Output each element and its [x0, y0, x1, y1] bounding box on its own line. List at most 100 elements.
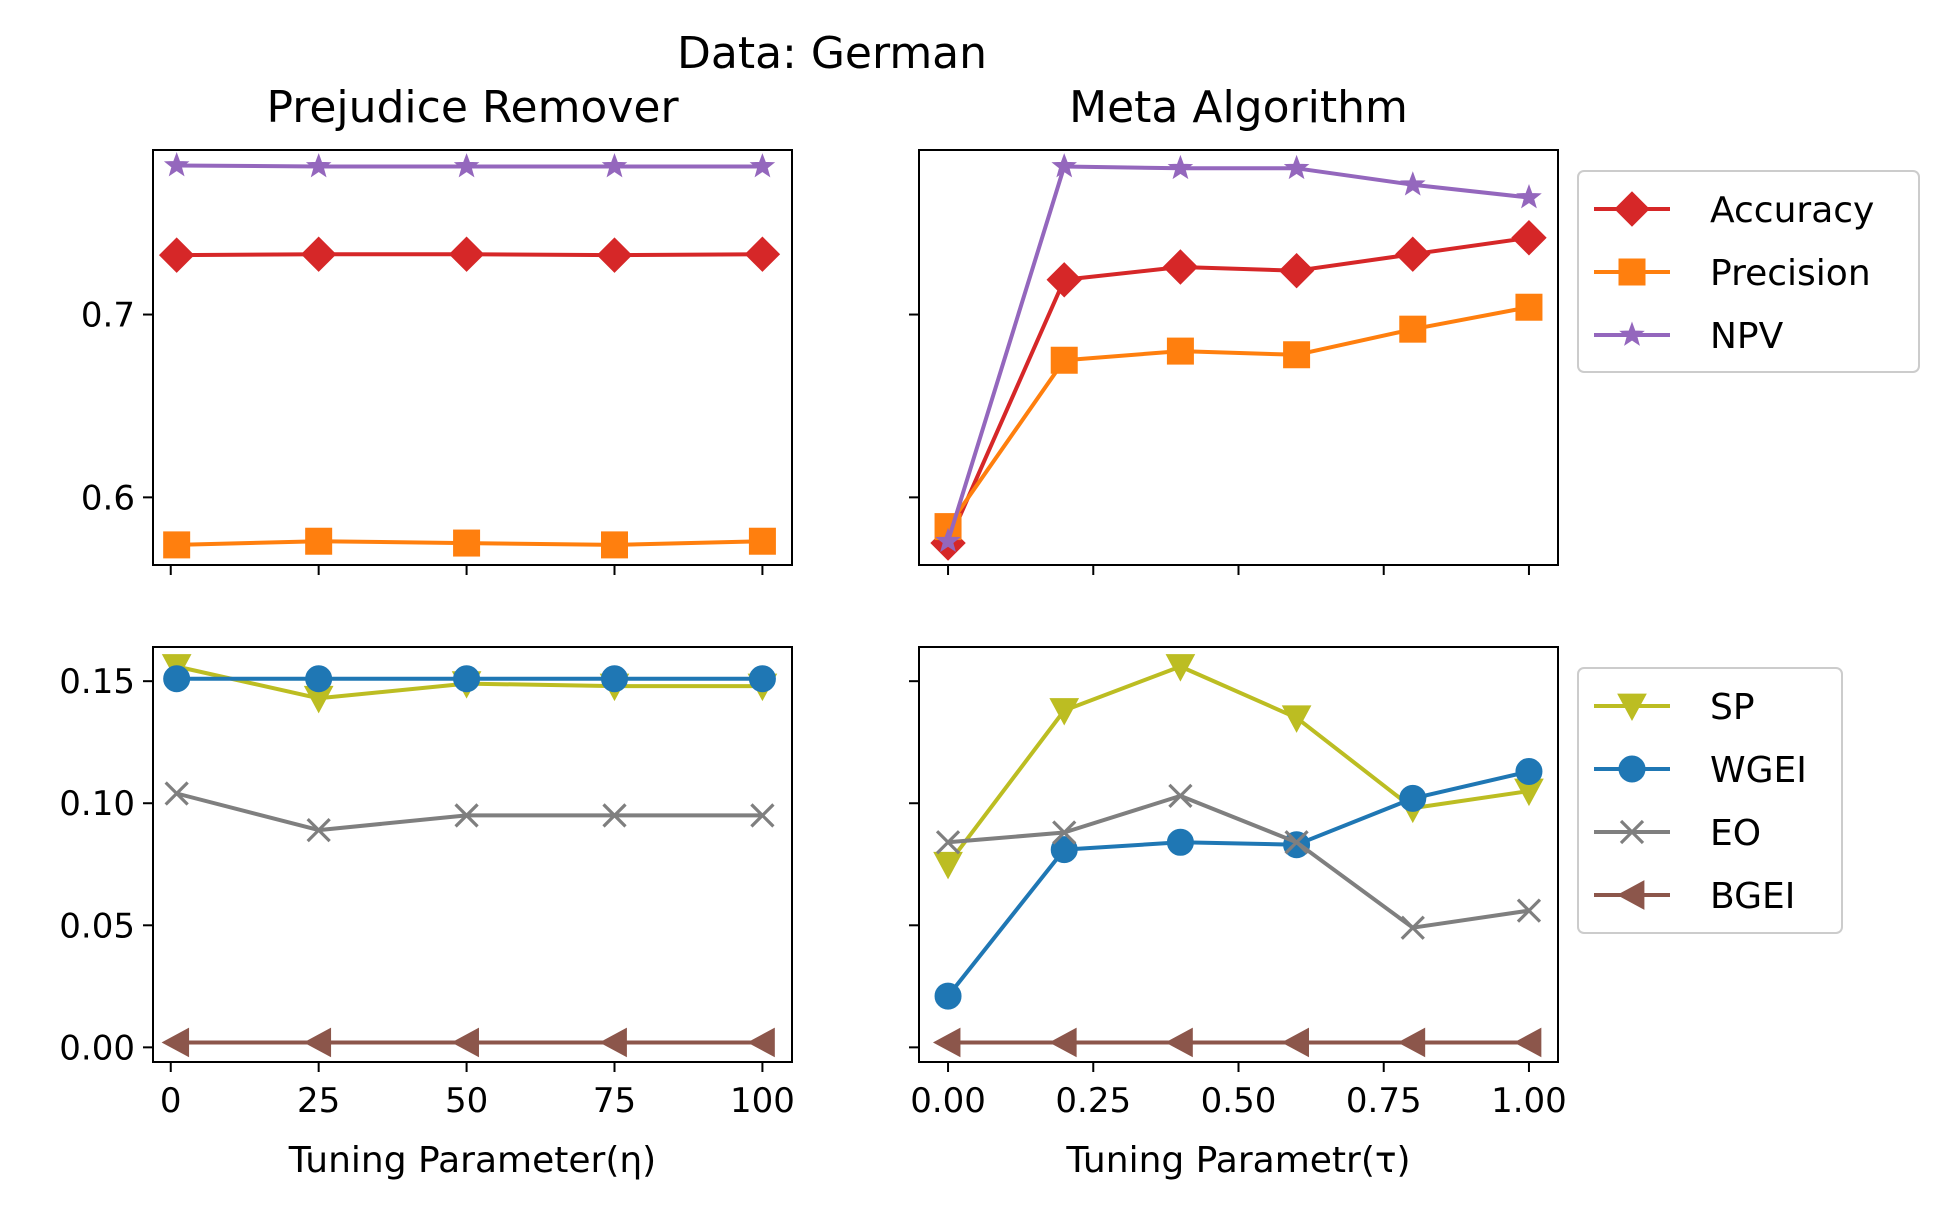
series-line-npv: [946, 164, 1530, 542]
data-point-accuracy: [1046, 262, 1082, 298]
legend: Accuracy Precision NPV: [1577, 170, 1920, 373]
y-tick-label: 0.15: [59, 662, 135, 702]
data-point-precision: [453, 529, 481, 557]
data-point-npv: [601, 153, 628, 178]
data-point-bgei: [599, 1027, 627, 1058]
legend-label: Accuracy: [1710, 190, 1874, 231]
data-point-wgei: [601, 665, 628, 693]
figure-suptitle: Data: German: [677, 28, 987, 79]
data-point-precision: [748, 527, 776, 555]
data-point-precision: [1283, 341, 1311, 369]
data-point-precision: [601, 531, 628, 559]
data-point-bgei: [1513, 1027, 1542, 1058]
data-point-accuracy: [744, 236, 781, 272]
x-tick-label: 100: [730, 1081, 795, 1121]
data-point-precision: [1166, 337, 1194, 365]
data-point-precision: [1399, 315, 1427, 343]
data-point-precision: [1515, 293, 1543, 321]
y-tick-label: 0.05: [59, 906, 135, 946]
series-line-wgei: [946, 769, 1530, 998]
data-point-accuracy: [300, 236, 337, 272]
legend-label: NPV: [1710, 316, 1784, 357]
data-point-eo: [1168, 783, 1193, 809]
data-point-accuracy: [1162, 249, 1199, 285]
data-point-eo: [1284, 830, 1309, 855]
data-point-sp: [1049, 698, 1080, 726]
series-line-precision: [946, 305, 1530, 528]
y-tick-label: 0.7: [81, 296, 135, 336]
x-tick-label: 0.25: [1055, 1081, 1131, 1121]
data-point-wgei: [453, 665, 481, 693]
series-npv: [163, 152, 776, 178]
axes-frame: [152, 149, 793, 566]
data-point-bgei: [451, 1027, 479, 1058]
series-precision: [163, 527, 776, 559]
data-point-bgei: [161, 1027, 190, 1058]
x-axis-label: Tuning Parameter(η): [288, 1140, 656, 1181]
series-wgei: [163, 665, 776, 693]
panel-title: Prejudice Remover: [266, 82, 679, 133]
data-point-bgei: [1049, 1027, 1077, 1058]
data-point-wgei: [1050, 836, 1078, 864]
data-point-precision: [163, 531, 191, 559]
data-point-bgei: [303, 1027, 332, 1058]
panel-bottom-left: 0 25 50 75 100 0.00 0.05 0.10 0.15 Tuning Paramet…: [59, 646, 795, 1181]
data-point-precision: [1050, 346, 1078, 374]
data-point-npv: [453, 153, 480, 178]
data-point-sp: [933, 851, 963, 880]
data-point-wgei: [1166, 828, 1194, 856]
legend-entry-sp: SP: [1594, 687, 1755, 728]
legend-label: Precision: [1710, 253, 1871, 294]
data-point-npv: [1516, 184, 1542, 209]
panel-top-right: Meta Algorithm Accuracy Precision NPV: [909, 82, 1920, 575]
data-point-eo: [1400, 915, 1425, 940]
data-point-accuracy: [1511, 220, 1547, 256]
data-point-eo: [750, 803, 775, 828]
data-point-npv: [163, 152, 190, 177]
panel-title: Meta Algorithm: [1069, 82, 1408, 133]
data-point-accuracy: [1278, 252, 1315, 289]
data-point-eo: [935, 830, 961, 855]
series-accuracy: [930, 220, 1547, 561]
data-point-bgei: [1397, 1027, 1426, 1058]
data-point-accuracy: [158, 237, 195, 273]
data-point-bgei: [1281, 1027, 1309, 1058]
panel-top-left: Prejudice Remover 0.6 0.7: [81, 82, 793, 575]
x-tick-label: 1.00: [1491, 1081, 1567, 1121]
series-line-sp: [946, 664, 1530, 866]
legend-entry-eo: EO: [1594, 813, 1761, 854]
series-line-accuracy: [946, 235, 1530, 544]
x-tick-label: 75: [593, 1081, 636, 1121]
data-point-wgei: [1399, 784, 1427, 812]
data-point-eo: [602, 803, 627, 828]
legend-label: WGEI: [1710, 750, 1807, 791]
x-tick-label: 0: [160, 1081, 182, 1121]
data-point-wgei: [305, 665, 333, 693]
legend-entry-wgei: WGEI: [1594, 750, 1807, 791]
y-tick-label: 0.6: [81, 478, 135, 518]
data-point-bgei: [747, 1027, 775, 1058]
series-bgei: [161, 1027, 775, 1058]
data-point-eo: [1052, 820, 1077, 845]
data-point-sp: [1281, 705, 1312, 733]
axes-frame: [918, 149, 1559, 566]
legend-marker: [1619, 321, 1645, 346]
y-tick-label: 0.00: [59, 1028, 135, 1068]
x-tick-label: 0.50: [1201, 1081, 1277, 1121]
data-point-bgei: [1165, 1027, 1193, 1058]
data-point-eo: [1516, 898, 1542, 923]
data-point-wgei: [748, 665, 776, 693]
data-point-bgei: [932, 1027, 961, 1058]
x-tick-label: 0.00: [910, 1081, 986, 1121]
axes-frame: [152, 646, 793, 1063]
data-point-accuracy: [596, 237, 633, 273]
legend-entry-accuracy: Accuracy: [1594, 190, 1874, 231]
data-point-eo: [306, 817, 331, 843]
data-point-wgei: [1515, 758, 1543, 785]
legend-entry-npv: NPV: [1594, 316, 1784, 357]
plot-area: [158, 152, 781, 559]
data-point-npv: [1167, 154, 1194, 180]
data-point-accuracy: [1395, 236, 1431, 272]
series-bgei: [932, 1027, 1542, 1058]
plot-area: [161, 654, 778, 1058]
